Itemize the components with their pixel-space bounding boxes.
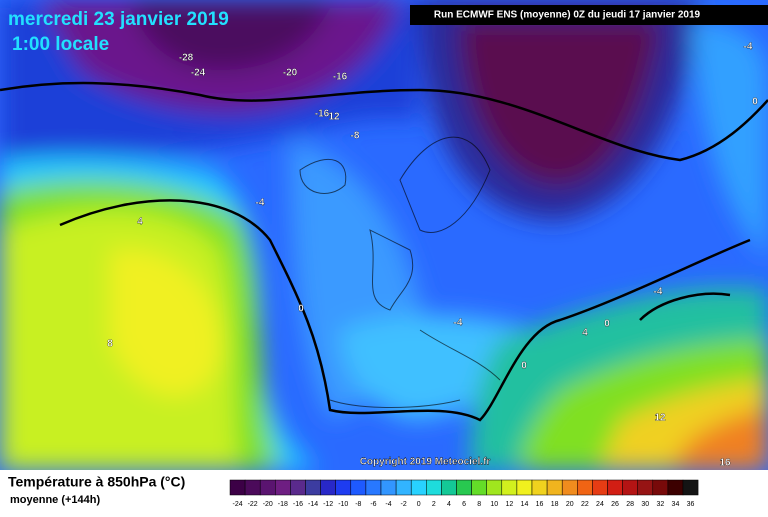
- color-scale-label: 20: [566, 501, 574, 508]
- color-scale-label: 12: [505, 501, 513, 508]
- contour-label: 12: [328, 112, 340, 123]
- legend-title: Température à 850hPa (°C): [8, 474, 185, 490]
- color-scale-cell: [290, 479, 306, 496]
- color-scale-label: -12: [323, 501, 333, 508]
- color-scale-cell: [335, 479, 352, 496]
- color-scale-label: 32: [656, 501, 664, 508]
- contour-label: -16: [315, 109, 330, 120]
- color-scale-cell: [305, 479, 321, 496]
- color-scale-label: 26: [611, 501, 619, 508]
- color-scale-label: 2: [432, 501, 436, 508]
- color-scale-label: -18: [278, 501, 288, 508]
- color-scale-label: 24: [596, 501, 604, 508]
- color-scale-cell: [486, 479, 503, 496]
- color-scale-cell: [546, 479, 563, 496]
- contour-label: -4: [454, 318, 463, 329]
- color-scale-cell: [652, 479, 669, 496]
- contour-label: 0: [298, 304, 304, 315]
- contour-label: 4: [137, 217, 143, 228]
- color-scale-label: -6: [370, 501, 376, 508]
- color-scale-label: 0: [417, 501, 421, 508]
- color-scale-cell: [426, 479, 442, 496]
- time-title: 1:00 locale: [12, 34, 109, 55]
- color-scale-label: 14: [521, 501, 529, 508]
- color-scale-cell: [380, 479, 397, 496]
- color-scale-cell: [607, 479, 623, 496]
- color-scale-label: -22: [248, 501, 258, 508]
- color-scale-label: -14: [308, 501, 318, 508]
- color-scale-label: -10: [338, 501, 348, 508]
- copyright: Copyright 2019 Meteociel.fr: [360, 457, 491, 468]
- contour-label: -4: [654, 287, 663, 298]
- contour-label: -4: [256, 198, 265, 209]
- color-scale-label: 10: [490, 501, 498, 508]
- color-scale-label: -4: [385, 501, 391, 508]
- coastlines: [299, 136, 501, 408]
- legend-subtitle: moyenne (+144h): [10, 494, 101, 506]
- color-scale-cell: [516, 479, 533, 496]
- contour-label: -16: [333, 72, 348, 83]
- contour-label: 0: [521, 361, 527, 372]
- color-scale-cell: [229, 479, 246, 496]
- color-scale-cell: [244, 479, 261, 496]
- color-scale-cell: [259, 479, 276, 496]
- color-scale-cell: [592, 479, 608, 496]
- color-scale-cell: [531, 479, 548, 496]
- contour-label: -24: [191, 68, 206, 79]
- color-scale-cell: [577, 479, 593, 496]
- contour-label: 4: [582, 328, 588, 339]
- color-scale-label: 4: [447, 501, 451, 508]
- color-scale-label: 30: [641, 501, 649, 508]
- color-scale-cell: [561, 479, 578, 496]
- contour-label: -20: [283, 68, 298, 79]
- color-scale-cell: [637, 479, 654, 496]
- contour-label: -28: [179, 53, 194, 64]
- color-scale-cell: [501, 479, 518, 496]
- color-scale-cell: [682, 479, 699, 496]
- contour-label: 0: [752, 97, 758, 108]
- color-scale-label: 36: [687, 501, 695, 508]
- color-scale-label: 34: [672, 501, 680, 508]
- contour-label: -8: [351, 131, 360, 142]
- color-scale-cell: [350, 479, 367, 496]
- color-scale-cell: [471, 479, 487, 496]
- color-scale-cell: [320, 479, 336, 496]
- color-scale-label: 18: [551, 501, 559, 508]
- color-scale-cell: [456, 479, 472, 496]
- contour-label: 0: [604, 319, 610, 330]
- color-scale-label: -20: [263, 501, 273, 508]
- color-scale-label: -8: [355, 501, 361, 508]
- color-scale-label: 16: [536, 501, 544, 508]
- color-scale-label: 22: [581, 501, 589, 508]
- color-scale-label: -24: [232, 501, 242, 508]
- date-title: mercredi 23 janvier 2019: [8, 9, 229, 30]
- temperature-field: [0, 0, 768, 471]
- color-scale-label: 28: [626, 501, 634, 508]
- run-info-box: [410, 5, 768, 25]
- contour-label: 12: [654, 413, 666, 424]
- color-scale-label: -2: [401, 501, 407, 508]
- contour-label: 16: [719, 458, 731, 469]
- color-scale-label: 8: [477, 501, 481, 508]
- color-scale-cell: [395, 479, 412, 496]
- color-scale-cell: [410, 479, 427, 496]
- color-scale-cell: [667, 479, 684, 496]
- contour-label: -4: [744, 42, 753, 53]
- color-scale-cell: [622, 479, 638, 496]
- color-scale-cell: [275, 479, 291, 496]
- color-scale-cell: [365, 479, 382, 496]
- color-scale-label: -16: [293, 501, 303, 508]
- color-scale-label: 6: [462, 501, 466, 508]
- run-info: Run ECMWF ENS (moyenne) 0Z du jeudi 17 j…: [434, 10, 701, 21]
- contour-lines: [0, 81, 768, 422]
- contour-label: 8: [107, 339, 113, 350]
- color-scale-cell: [441, 479, 457, 496]
